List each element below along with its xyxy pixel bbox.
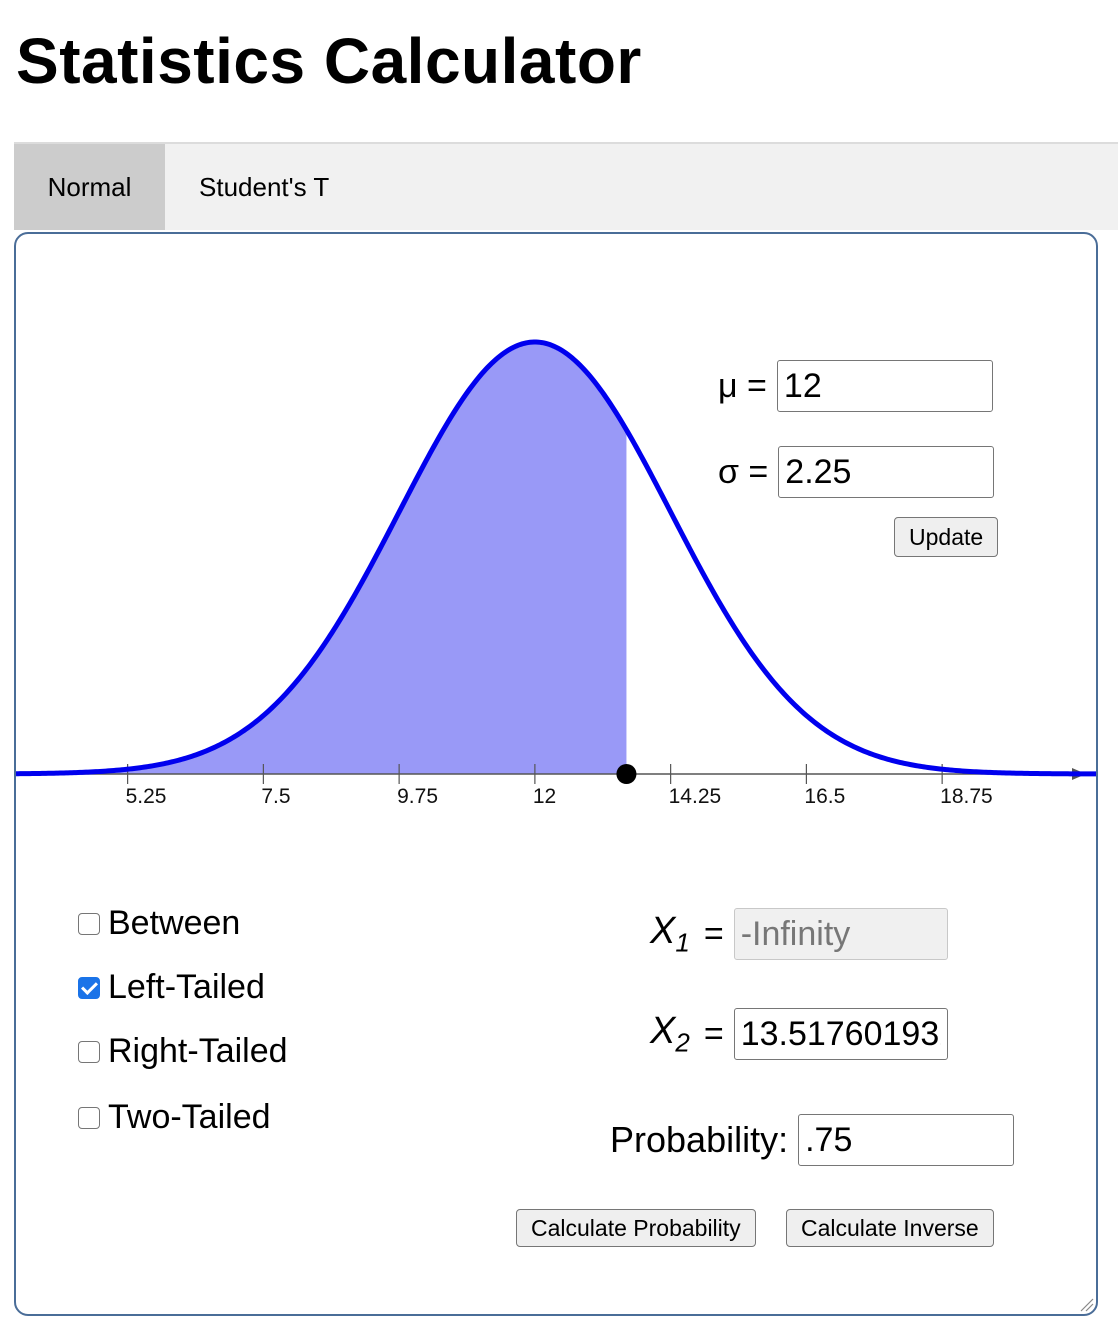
between-checkbox[interactable] <box>78 912 100 935</box>
x-tick-label: 14.25 <box>669 785 722 808</box>
x-tick-label: 5.25 <box>126 785 167 808</box>
x-tick-label: 18.75 <box>940 785 993 808</box>
x2-label: X2 <box>650 1009 690 1058</box>
right-tailed-label: Right-Tailed <box>108 1032 288 1070</box>
sigma-label: σ = <box>718 452 769 491</box>
page-title: Statistics Calculator <box>16 25 642 97</box>
calculate-probability-button[interactable]: Calculate Probability <box>516 1209 756 1247</box>
density-curve <box>16 339 1096 777</box>
x-tick-label: 9.75 <box>397 785 438 808</box>
probability-row: Probability: <box>610 1114 1015 1166</box>
two-tailed-label: Two-Tailed <box>108 1098 271 1136</box>
probability-label: Probability: <box>610 1119 789 1160</box>
x2-marker-handle[interactable] <box>616 764 637 784</box>
tab-bar: Normal Student's T <box>14 142 1118 230</box>
option-two-tailed[interactable]: Two-Tailed <box>78 1098 271 1137</box>
mu-label: μ = <box>718 366 767 405</box>
sigma-row: σ = <box>718 446 995 498</box>
option-right-tailed[interactable]: Right-Tailed <box>78 1032 288 1071</box>
right-tailed-checkbox[interactable] <box>78 1040 100 1063</box>
mu-input[interactable] <box>776 360 993 412</box>
left-tailed-checkbox[interactable] <box>78 976 100 999</box>
sigma-input[interactable] <box>778 446 995 498</box>
two-tailed-checkbox[interactable] <box>78 1106 100 1129</box>
x-tick-label: 7.5 <box>261 785 290 808</box>
normal-distribution-chart: 5.25 7.5 9.75 12 14.25 16.5 18.75 <box>16 339 1096 808</box>
x-tick-label: 12 <box>533 785 556 808</box>
probability-input[interactable] <box>798 1114 1015 1166</box>
tab-normal[interactable]: Normal <box>14 144 165 230</box>
x1-row: X1 = <box>650 908 948 960</box>
resize-grip-icon[interactable] <box>1078 1296 1094 1312</box>
x1-label: X1 <box>650 909 690 958</box>
x2-input[interactable] <box>733 1008 948 1060</box>
update-button[interactable]: Update <box>894 517 999 557</box>
x2-row: X2 = <box>650 1008 948 1060</box>
tab-students-t[interactable]: Student's T <box>199 171 330 202</box>
mu-row: μ = <box>718 360 993 412</box>
calculator-panel: 5.25 7.5 9.75 12 14.25 16.5 18.75 μ = σ = Upda… <box>14 232 1098 1316</box>
left-tailed-label: Left-Tailed <box>108 968 265 1006</box>
calculate-inverse-button[interactable]: Calculate Inverse <box>786 1209 994 1247</box>
option-between[interactable]: Between <box>78 904 240 943</box>
x-axis-ticks: 5.25 7.5 9.75 12 14.25 16.5 18.75 <box>126 764 993 808</box>
option-left-tailed[interactable]: Left-Tailed <box>78 968 265 1007</box>
x-tick-label: 16.5 <box>804 785 845 808</box>
between-label: Between <box>108 904 241 942</box>
x1-input <box>733 908 948 960</box>
shaded-area <box>16 342 627 774</box>
